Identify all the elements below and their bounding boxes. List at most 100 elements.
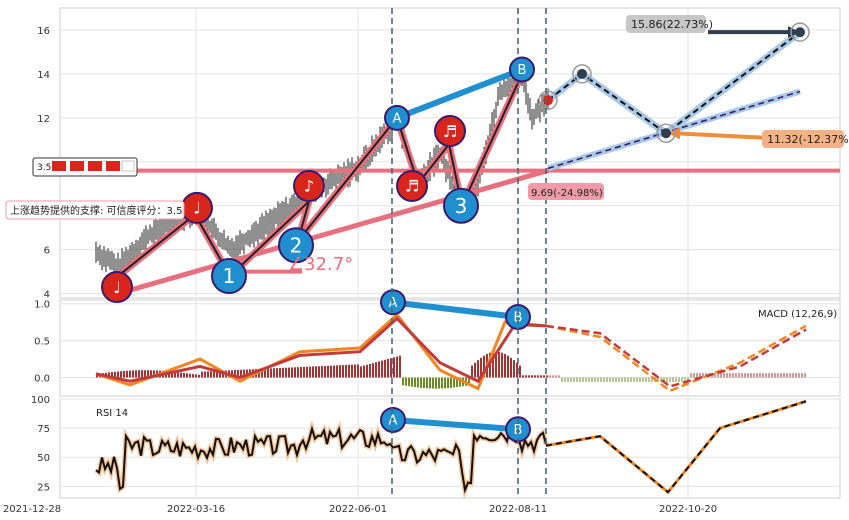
x-tick-label: 2022-03-16 [167,504,225,515]
target-dot [577,68,587,79]
macd-hist-bar [441,377,443,389]
macd-hist-bar [402,377,404,386]
macd-hist-bar [273,368,275,378]
macd-hist-bar [297,367,299,378]
macd-hist-bar [684,377,686,382]
macd-hist-bar [456,377,458,388]
pattern-point-3-text: 3 [455,194,468,218]
macd-hist-bar [492,351,494,378]
macd-hist-bar [174,371,176,378]
macd-hist-bar [444,377,446,389]
macd-hist-bar [270,368,272,378]
macd-hist-bar [129,370,131,378]
macd-hist-bar [204,371,206,378]
macd-hist-bar [576,377,578,382]
macd-hist-bar [267,368,269,378]
macd-hist-bar [291,367,293,378]
macd-hist-bar [459,377,461,387]
macd-hist-bar [588,377,590,382]
macd-hist-bar [390,358,392,378]
pattern-point-B: B [509,56,535,83]
target-mid-label: 11.32(-12.37%) [767,133,849,146]
rsi-point-A: A [380,406,406,433]
macd-hist-bar [198,374,200,378]
macd-hist-bar [108,372,110,378]
macd-hist-bar [510,357,512,378]
divergence-line-macd [391,299,519,320]
pattern-point-2-text: 2 [290,233,303,257]
macd-hist-bar [408,377,410,387]
macd-hist-bar [288,367,290,378]
y-tick-label: 6 [44,246,50,257]
macd-hist-bar [783,373,785,378]
macd-hist-bar [636,377,638,382]
macd-hist-bar [714,373,716,378]
divergence-line-price [395,66,524,121]
macd-hist-bar [483,355,485,378]
macd-hist-bar [342,365,344,378]
macd-hist-bar [219,370,221,378]
macd-hist-bar [669,377,671,382]
macd-hist-bar [504,353,506,378]
macd-hist-bar [186,373,188,378]
resistance-badge: 3.5 [32,157,138,177]
macd-hist-bar [447,377,449,389]
macd-label: MACD (12,26,9) [758,309,837,320]
macd-hist-bar [663,377,665,382]
target-mid-arrow [673,131,763,140]
macd-hist-bar [369,363,371,378]
note-marker: ♪ [293,169,325,202]
macd-hist-bar [120,371,122,378]
macd-hist-bar [780,373,782,378]
macd-hist-bar [612,377,614,382]
note-marker: ♩ [101,271,133,304]
y-tick-label: 12 [37,114,50,125]
macd-hist-bar [279,367,281,378]
note-marker-text: ♬ [405,177,419,196]
macd-hist-bar [210,371,212,378]
macd-hist-bar [735,373,737,378]
pattern-point-1-text: 1 [223,264,236,288]
macd-hist-bar [399,355,401,378]
support-label: 上涨趋势提供的支撑: 可信度评分：3.5 [10,204,182,217]
macd-hist-bar [300,367,302,378]
macd-hist-bar [429,377,431,389]
macd-hist-bar [738,373,740,378]
note-marker-text: ♬ [443,122,457,141]
macd-hist-bar [276,368,278,378]
macd-hist-bar [618,377,620,382]
rsi-projection [545,400,807,494]
macd-hist-bar [660,377,662,382]
macd-hist-bar [624,377,626,382]
macd-hist-bar [423,377,425,389]
macd-hist-bar [657,377,659,382]
macd-hist-bar [171,371,173,378]
macd-hist-bar [435,377,437,389]
macd-hist-bar [627,377,629,382]
macd-hist-bar [138,370,140,378]
macd-hist-bar [240,369,242,378]
macd-hist-bar [324,365,326,378]
macd-hist-bar [762,373,764,378]
macd-hist-bar [768,373,770,378]
macd-hist-bar [741,373,743,378]
macd-hist-bar [363,365,365,378]
macd-hist-bar [306,366,308,378]
rsi-layer: AB [94,399,807,500]
macd-hist-bar [411,377,413,387]
macd-hist-bar [564,377,566,382]
macd-hist-bar [513,360,515,378]
macd-hist-bar [675,377,677,382]
macd-hist-bar [537,375,539,378]
macd-hist-bar [180,372,182,378]
macd-hist-bar [519,365,521,378]
macd-hist-bar [387,358,389,378]
macd-hist-bar [375,362,377,378]
macd-hist-bar [540,375,542,378]
signal-projection [545,324,807,388]
pattern-point-B-circle [509,56,535,83]
macd-hist-bar [690,373,692,378]
macd-hist-bar [759,373,761,378]
macd-hist-bar [552,375,554,378]
macd-hist-bar [567,377,569,382]
